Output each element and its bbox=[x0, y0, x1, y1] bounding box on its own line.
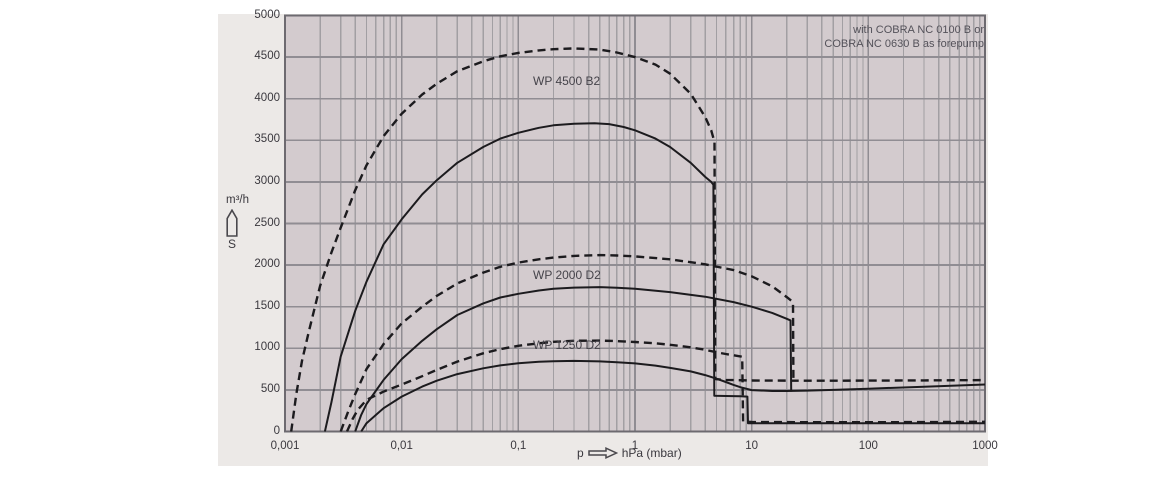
curve-wp-2000-d2-dashed bbox=[339, 253, 795, 432]
x-tick-label: 0,01 bbox=[390, 440, 413, 452]
y-axis-quantity-symbol: S bbox=[227, 237, 236, 251]
y-tick-label: 3000 bbox=[254, 174, 280, 187]
x-tick-label: 0,1 bbox=[510, 440, 527, 452]
curve-label-wp-1250-d2: WP 1250 D2 bbox=[533, 338, 601, 352]
y-tick-label: 4500 bbox=[254, 50, 280, 63]
y-tick-label: 0 bbox=[273, 424, 280, 437]
x-tick-label: 1 bbox=[631, 440, 639, 452]
curve-label-wp-2000-d2: WP 2000 D2 bbox=[533, 268, 601, 282]
x-axis-symbol: p bbox=[577, 446, 584, 460]
x-tick-label: 1000 bbox=[972, 440, 998, 452]
y-tick-label: 2000 bbox=[254, 258, 280, 271]
y-axis-unit-label: m³/h bbox=[226, 194, 249, 206]
x-axis-unit: hPa (mbar) bbox=[621, 446, 682, 460]
curve-label-wp-4500-b2: WP 4500 B2 bbox=[533, 74, 601, 88]
y-tick-label: 2500 bbox=[254, 216, 280, 229]
forepump-note: with COBRA NC 0100 B or COBRA NC 0630 B … bbox=[824, 24, 984, 51]
y-tick-label: 5000 bbox=[254, 8, 280, 21]
y-tick-label: 1000 bbox=[254, 341, 280, 354]
right-arrow-icon bbox=[587, 447, 618, 459]
forepump-note-line2: COBRA NC 0630 B as forepump bbox=[824, 37, 984, 50]
forepump-note-line1: with COBRA NC 0100 B or bbox=[853, 24, 984, 36]
x-tick-label: 0,001 bbox=[270, 440, 300, 452]
plot-frame bbox=[284, 14, 986, 433]
y-tick-label: 4000 bbox=[254, 91, 280, 104]
curve-wp-4500-b2-dashed bbox=[290, 47, 985, 432]
curve-wp-1250-d2-dashed bbox=[345, 339, 985, 432]
curve-wp-4500-b2-solid bbox=[323, 122, 985, 432]
x-tick-label: 10 bbox=[745, 440, 759, 452]
x-axis-title: p hPa (mbar) bbox=[577, 446, 682, 460]
up-arrow-icon bbox=[226, 209, 238, 237]
curve-wp-1250-d2-solid bbox=[360, 359, 985, 432]
x-tick-label: 100 bbox=[858, 440, 878, 452]
curve-wp-2000-d2-solid bbox=[354, 286, 793, 432]
y-tick-label: 1500 bbox=[254, 299, 280, 312]
y-tick-label: 3500 bbox=[254, 133, 280, 146]
y-tick-label: 500 bbox=[260, 382, 280, 395]
